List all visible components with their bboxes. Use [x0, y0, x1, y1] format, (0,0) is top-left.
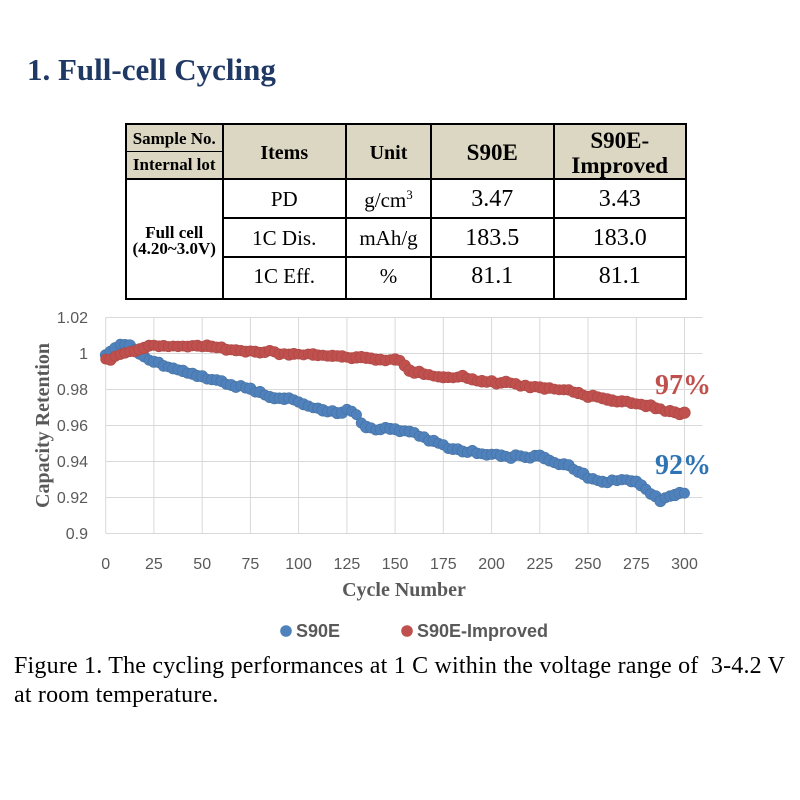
svg-text:0.98: 0.98 — [57, 382, 88, 399]
svg-text:0.92: 0.92 — [57, 490, 88, 507]
svg-text:S90E: S90E — [296, 621, 340, 641]
svg-text:25: 25 — [145, 556, 163, 573]
svg-text:97%: 97% — [655, 370, 711, 401]
svg-text:1: 1 — [79, 346, 88, 363]
svg-text:0.94: 0.94 — [57, 454, 88, 471]
svg-text:0.9: 0.9 — [66, 526, 88, 543]
svg-text:300: 300 — [671, 556, 698, 573]
svg-text:Cycle Number: Cycle Number — [342, 579, 466, 601]
svg-text:225: 225 — [526, 556, 553, 573]
svg-text:275: 275 — [623, 556, 650, 573]
svg-text:S90E-Improved: S90E-Improved — [417, 621, 548, 641]
svg-text:175: 175 — [430, 556, 457, 573]
svg-text:250: 250 — [575, 556, 602, 573]
svg-text:92%: 92% — [655, 450, 711, 481]
svg-text:125: 125 — [334, 556, 361, 573]
svg-text:50: 50 — [193, 556, 211, 573]
svg-text:Capacity Retention: Capacity Retention — [32, 343, 54, 508]
svg-text:0.96: 0.96 — [57, 418, 88, 435]
svg-text:1.02: 1.02 — [57, 310, 88, 327]
svg-text:100: 100 — [285, 556, 312, 573]
svg-text:0: 0 — [101, 556, 110, 573]
svg-text:200: 200 — [478, 556, 505, 573]
svg-text:75: 75 — [242, 556, 260, 573]
svg-text:150: 150 — [382, 556, 409, 573]
